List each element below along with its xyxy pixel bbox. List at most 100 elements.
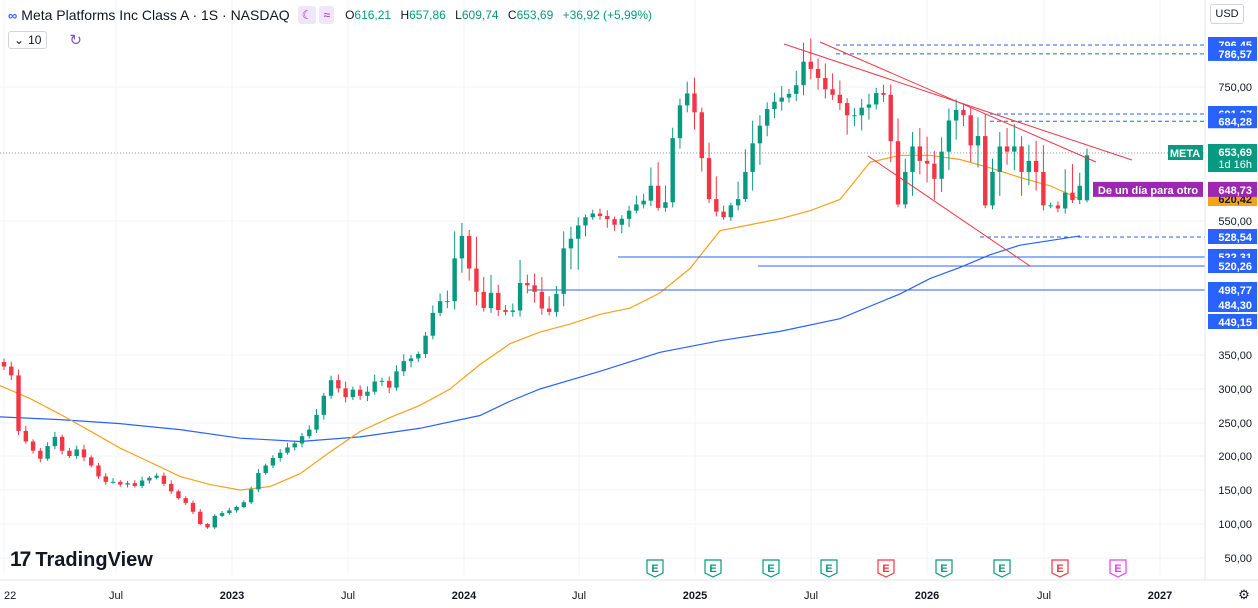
candle-body-135 [983,136,988,206]
ticker-tag: META [1170,148,1200,160]
candle-body-97 [706,158,712,200]
candle-body-14 [103,476,108,482]
candle-body-21 [154,475,159,478]
currency-selector[interactable]: USD [1210,4,1244,24]
candle-body-48 [350,389,356,398]
y-tick-label-7: 550,00 [1218,216,1252,228]
svg-text:E: E [940,563,947,575]
earnings-marker-0[interactable]: E [646,559,664,578]
candle-body-140 [1019,146,1024,172]
earnings-marker-8[interactable]: E [1109,559,1127,578]
svg-text:E: E [767,563,774,575]
candle-body-40 [292,443,297,448]
earnings-marker-7[interactable]: E [1051,559,1069,578]
symbol-title[interactable]: Meta Platforms Inc Class A · 1S · NASDAQ [21,7,290,23]
candle-body-45 [328,380,334,396]
moon-icon[interactable]: ☾ [297,6,317,24]
candle-body-34 [248,489,254,503]
candle-body-136 [990,171,995,206]
candle-body-16 [118,481,123,485]
candle-body-0 [1,362,7,367]
chevron-down-icon[interactable]: ⌄ [14,33,25,47]
candle-body-51 [372,381,377,392]
candle-body-74 [539,291,545,309]
x-tick-label-2: 2023 [220,590,244,602]
candle-body-94 [685,93,690,106]
candle-body-68 [496,292,501,310]
candle-body-125 [910,146,915,172]
candle-body-65 [474,268,479,292]
x-tick-label-8: 2026 [915,590,939,602]
ma-slow-line [0,235,1081,443]
wave-icon[interactable]: ≈ [319,6,335,24]
candle-body-23 [168,483,174,492]
candle-body-138 [1004,146,1010,152]
earnings-marker-6[interactable]: E [993,559,1011,578]
tradingview-logo: 17 TradingView [10,548,153,572]
svg-text:E: E [998,563,1005,575]
candle-body-37 [270,458,276,466]
trendline-1 [819,41,1097,163]
candle-body-19 [139,480,145,486]
candle-body-146 [1062,192,1068,209]
candle-body-24 [176,491,181,499]
candle-body-7 [52,436,58,447]
ohlc-open: 616,21 [354,8,392,22]
candle-body-145 [1055,205,1061,209]
candle-body-116 [844,103,850,116]
x-tick-label-5: Jul [572,590,586,602]
earnings-marker-1[interactable]: E [704,559,722,578]
header: ∞ Meta Platforms Inc Class A · 1S · NASD… [8,6,658,24]
candle-body-39 [285,447,290,453]
candle-body-76 [554,293,559,312]
candle-body-78 [568,238,574,249]
candle-body-128 [932,163,937,179]
candle-body-147 [1070,192,1075,201]
candle-body-130 [946,120,952,152]
candle-body-9 [67,450,72,456]
x-tick-label-0: 22 [4,590,16,602]
candle-body-83 [605,216,610,220]
earnings-marker-3[interactable]: E [820,559,838,578]
y-tick-label-0: 50,00 [1224,553,1252,565]
price-label-box-7 [1208,282,1257,297]
candle-body-29 [212,515,217,528]
candle-body-38 [278,452,283,459]
price-label-box-9 [1208,314,1257,329]
x-tick-label-4: 2024 [452,590,477,602]
ohlc-high: 657,86 [409,8,446,22]
x-tick-label-1: Jul [109,590,123,602]
candle-body-88 [641,200,646,205]
candle-body-55 [401,361,406,372]
candle-body-137 [997,146,1002,172]
candle-body-122 [888,94,893,142]
indicator-toggle[interactable]: ⌄ 10 [8,31,48,49]
candle-body-123 [895,141,901,205]
candle-body-133 [968,115,973,146]
price-label-9: 449,15 [1218,317,1252,329]
price-label-box-3 [1208,113,1257,129]
ticker-tag-box [1168,145,1203,160]
candle-body-13 [96,465,101,477]
candle-body-27 [198,511,203,524]
earnings-marker-5[interactable]: E [935,559,953,578]
candle-body-41 [299,436,305,444]
refresh-icon[interactable]: ↻ [69,32,82,49]
candle-body-71 [517,283,523,311]
candle-body-127 [924,160,930,164]
y-tick-label-2: 150,00 [1218,485,1252,497]
candle-body-2 [16,375,21,431]
svg-text:E: E [882,563,889,575]
candle-body-6 [45,446,50,459]
earnings-marker-4[interactable]: E [877,559,895,578]
candle-body-59 [430,312,436,336]
candle-body-102 [743,171,748,200]
candle-body-104 [757,125,763,144]
candle-body-141 [1026,160,1032,172]
last-price-countdown: 1d 16h [1218,159,1252,171]
earnings-marker-2[interactable]: E [762,559,780,578]
candle-body-17 [125,483,130,485]
candle-body-67 [488,292,494,309]
tradingview-mark-icon: 17 [10,548,31,571]
